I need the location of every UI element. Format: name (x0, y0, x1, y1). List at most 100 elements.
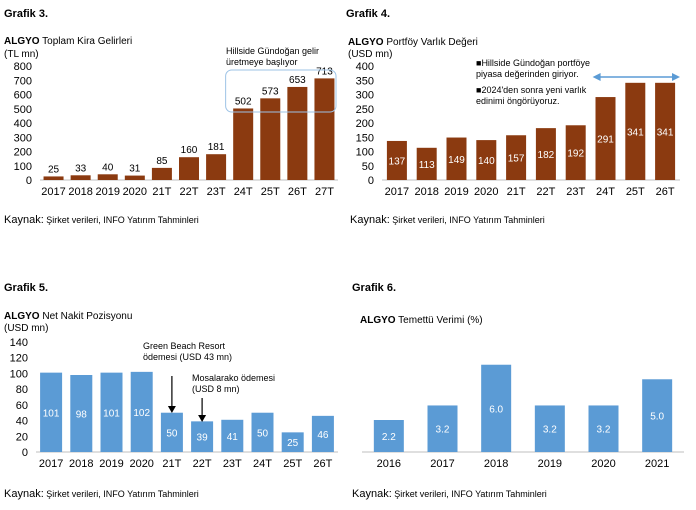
grafik-6-xtick-4: 2020 (591, 458, 615, 470)
grafik-6-data-label-1: 3.2 (436, 425, 450, 436)
grafik-3-bar-6 (206, 154, 227, 180)
grafik-6-data-label-4: 3.2 (597, 425, 611, 436)
grafik-4-bar-2 (446, 137, 467, 180)
grafik-4-ytick-1: 50 (362, 161, 374, 173)
grafik-3-data-label-6: 181 (208, 142, 225, 153)
grafik-5-ytick-6: 120 (10, 353, 28, 365)
grafik-4-bar-8 (625, 82, 646, 180)
grafik-6-source-prefix: Kaynak: (352, 488, 392, 500)
grafik-3-ytick-3: 300 (14, 132, 32, 144)
grafik-4-brand: ALGYO (348, 37, 384, 48)
grafik-3-data-label-8: 573 (262, 86, 279, 97)
grafik-3-bar-5 (179, 157, 199, 180)
grafik-4-chart: 0 50 100 150 200 250 300 350 400 2017 137 2018 113 20… (356, 61, 680, 198)
grafik-5-data-label-9: 46 (317, 430, 329, 441)
grafik-4-title: ALGYO Portföy Varlık Değeri (348, 37, 478, 49)
grafik-6-bar-2 (481, 364, 512, 452)
grafik-4-bar-1 (416, 147, 437, 180)
grafik-3-ytick-0: 0 (26, 175, 32, 187)
grafik-6-heading: Grafik 6. (352, 282, 397, 294)
grafik-5-bar-7 (251, 412, 274, 452)
grafik-6-title-text: Temettü Verimi (%) (398, 315, 483, 326)
grafik-5-ytick-0: 0 (22, 447, 28, 459)
grafik-6-data-label-5: 5.0 (650, 412, 664, 423)
grafik-5-xtick-1: 2018 (69, 458, 93, 470)
grafik-4-source-text: Şirket verileri, INFO Yatırım Tahminleri (389, 215, 545, 225)
grafik-5-xtick-8: 25T (283, 458, 302, 470)
grafik-4-data-label-2: 149 (448, 155, 465, 166)
grafik-5-ytick-7: 140 (10, 337, 28, 349)
grafik-5-ytick-4: 80 (16, 384, 28, 396)
grafik-6-bar-0 (373, 420, 404, 452)
grafik-3-data-label-1: 33 (75, 163, 87, 174)
grafik-4-note-1-text: Hillside Gündoğan portföye piyasa değeri… (476, 58, 591, 79)
grafik-6-brand: ALGYO (360, 315, 396, 326)
grafik-3-data-label-5: 160 (181, 145, 198, 156)
grafik-6-data-label-2: 6.0 (489, 404, 503, 415)
grafik-4-data-label-4: 157 (508, 154, 525, 165)
grafik-5-title-text: Net Nakit Pozisyonu (42, 311, 133, 322)
grafik-6-title: ALGYO Temettü Verimi (%) (360, 315, 483, 327)
grafik-5-bar-3 (130, 371, 153, 452)
grafik-3-source-prefix: Kaynak: (4, 214, 44, 226)
grafik-3-ytick-6: 600 (14, 90, 32, 102)
grafik-5-source-prefix: Kaynak: (4, 488, 44, 500)
grafik-4-ytick-5: 250 (356, 104, 374, 116)
grafik-5-ytick-5: 100 (10, 368, 28, 380)
grafik-5-xtick-4: 21T (162, 458, 181, 470)
grafik-3-xtick-0: 2017 (41, 186, 65, 198)
grafik-4-bar-5 (535, 128, 556, 180)
grafik-4-source-prefix: Kaynak: (350, 214, 390, 226)
grafik-4-ytick-3: 150 (356, 132, 374, 144)
grafik-3-data-label-4: 85 (156, 156, 168, 167)
grafik-6-source-text: Şirket verileri, INFO Yatırım Tahminleri (391, 489, 547, 499)
grafik-4-bar-6 (565, 125, 586, 180)
grafik-6-bar-5 (642, 379, 673, 452)
grafik-5-arrow-2-head (198, 415, 207, 422)
grafik-4-bar-4 (506, 135, 527, 180)
grafik-3-ytick-1: 100 (14, 161, 32, 173)
grafik-5-data-label-6: 41 (227, 432, 239, 443)
grafik-5-xtick-6: 23T (223, 458, 242, 470)
grafik-5-bar-0 (40, 372, 63, 452)
grafik-3-xtick-1: 2018 (68, 186, 92, 198)
grafik-4-data-label-8: 341 (627, 127, 644, 138)
grafik-5-bar-4 (160, 412, 183, 452)
grafik-5-data-label-8: 25 (287, 438, 299, 449)
grafik-4-data-label-0: 137 (389, 156, 406, 167)
grafik-3-ytick-8: 800 (14, 61, 32, 73)
grafik-3-bar-7 (233, 108, 254, 180)
grafik-5-data-label-5: 39 (197, 433, 209, 444)
grafik-3-bar-8 (260, 98, 281, 180)
grafik-3-xtick-4: 21T (152, 186, 171, 198)
grafik-3-xtick-7: 24T (234, 186, 253, 198)
grafik-6-xtick-3: 2019 (538, 458, 562, 470)
grafik-5-bar-8 (281, 432, 304, 452)
grafik-3-data-label-7: 502 (235, 96, 252, 107)
grafik-4-xtick-3: 2020 (474, 186, 498, 198)
grafik-6-xtick-0: 2016 (377, 458, 401, 470)
grafik-3-chart: 0 100 200 300 400 500 600 700 800 2017 25 2018 33 201… (14, 61, 338, 198)
grafik-3-source-text: Şirket verileri, INFO Yatırım Tahminleri (43, 215, 199, 225)
grafik-4-bar-0 (386, 140, 407, 180)
grafik-5-xtick-7: 24T (253, 458, 272, 470)
grafik-3-data-label-10: 713 (316, 66, 333, 77)
grafik-4-data-label-7: 291 (597, 135, 614, 146)
grafik-4-bar-7 (595, 97, 616, 180)
grafik-4-xtick-4: 21T (507, 186, 526, 198)
grafik-3-bar-4 (151, 167, 172, 180)
grafik-5-annotation-1: Green Beach Resort ödemesi (USD 43 mn) (143, 341, 233, 362)
grafik-5-bar-9 (311, 415, 334, 452)
grafik-4-ytick-6: 300 (356, 90, 374, 102)
grafik-3-xtick-6: 23T (207, 186, 226, 198)
grafik-4-ytick-2: 100 (356, 147, 374, 159)
grafik-6-bar-1 (427, 405, 458, 452)
grafik-6-xtick-2: 2018 (484, 458, 508, 470)
grafik-3-xtick-8: 25T (261, 186, 280, 198)
grafik-6-data-label-3: 3.2 (543, 425, 557, 436)
grafik-6-xtick-1: 2017 (430, 458, 454, 470)
grafik-5-title: ALGYO Net Nakit Pozisyonu (4, 311, 132, 323)
grafik-5-chart: 0 20 40 60 80 100 120 140 2017 101 2018 98 2019 101 20… (10, 337, 338, 470)
grafik-4-note-2-text: 2024'den sonra yeni varlık edinimi öngör… (476, 85, 587, 106)
grafik-4-data-label-3: 140 (478, 156, 495, 167)
